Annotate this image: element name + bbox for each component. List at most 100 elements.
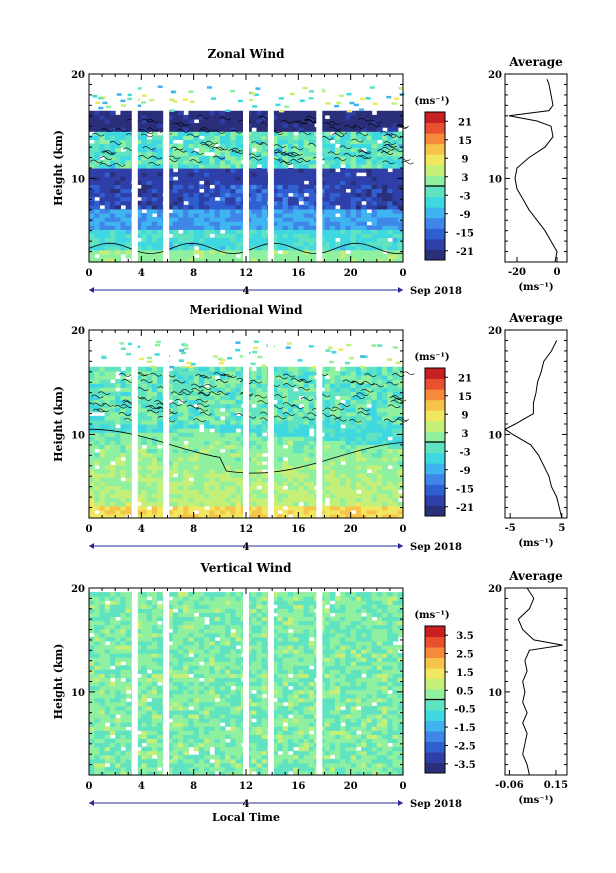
heatmap-cell xyxy=(256,118,263,124)
heatmap-cell xyxy=(219,411,226,417)
heatmap-cell xyxy=(141,403,148,409)
contour-line xyxy=(114,404,127,409)
heatmap-cell xyxy=(334,399,341,405)
heatmap-cell xyxy=(329,176,336,181)
heatmap-cell xyxy=(361,444,367,450)
heatmap-cell xyxy=(141,184,148,190)
heatmap-cell xyxy=(209,139,216,145)
heatmap-cell xyxy=(397,172,404,177)
heatmap-cell xyxy=(204,131,210,136)
heatmap-cell xyxy=(334,440,341,446)
heatmap-cell xyxy=(125,123,132,128)
heatmap-cell xyxy=(94,456,101,462)
heatmap-cell xyxy=(376,424,383,429)
heatmap-cell xyxy=(371,383,378,388)
heatmap-cell xyxy=(214,366,221,372)
heatmap-cell xyxy=(397,403,404,409)
heatmap-cell xyxy=(151,163,158,169)
heatmap-cell xyxy=(214,473,221,478)
heatmap-cell xyxy=(287,139,294,145)
heatmap-cell xyxy=(298,217,305,222)
heatmap-cell xyxy=(361,127,367,132)
heatmap-cell xyxy=(115,436,121,441)
heatmap-cell xyxy=(177,159,184,165)
heatmap-cell xyxy=(115,493,121,499)
heatmap-cell xyxy=(155,343,160,347)
heatmap-cell xyxy=(151,217,158,222)
heatmap-cell xyxy=(397,485,404,490)
heatmap-cell xyxy=(94,127,101,132)
heatmap-cell xyxy=(230,135,237,140)
heatmap-cell xyxy=(204,424,210,429)
heatmap-cell xyxy=(172,481,179,486)
heatmap-cell xyxy=(329,225,336,230)
heatmap-cell xyxy=(198,444,205,450)
heatmap-cell xyxy=(277,221,284,226)
heatmap-cell xyxy=(261,407,268,413)
heatmap-cell xyxy=(141,366,148,372)
heatmap-cell xyxy=(214,249,221,255)
heatmap-cell xyxy=(157,85,163,88)
heatmap-cell xyxy=(94,444,101,450)
heatmap-cell xyxy=(198,497,205,503)
heatmap-cell xyxy=(209,505,216,511)
heatmap-cell xyxy=(277,196,284,202)
heatmap-cell xyxy=(235,204,242,210)
heatmap-cell xyxy=(104,127,111,132)
heatmap-cell xyxy=(355,383,362,388)
heatmap-cell xyxy=(136,460,142,466)
heatmap-cell xyxy=(256,444,263,450)
heatmap-cell xyxy=(157,184,163,190)
heatmap-cell xyxy=(177,196,184,202)
heatmap-cell xyxy=(329,168,336,173)
contour-line xyxy=(178,391,192,395)
heatmap-cell xyxy=(355,147,362,153)
heatmap-cell xyxy=(376,151,383,157)
heatmap-cell xyxy=(151,383,158,388)
heatmap-cell xyxy=(146,229,153,234)
heatmap-cell xyxy=(361,143,367,149)
heatmap-cell xyxy=(146,497,153,503)
heatmap-cell xyxy=(198,440,205,446)
heatmap-cell xyxy=(172,225,179,230)
heatmap-cell xyxy=(225,127,231,132)
heatmap-cell xyxy=(219,135,226,140)
heatmap-cell xyxy=(235,473,242,478)
heatmap-cell xyxy=(214,513,221,519)
heatmap-cell xyxy=(125,118,132,124)
heatmap-cell xyxy=(177,509,184,515)
heatmap-cell xyxy=(151,489,158,495)
heatmap-cell xyxy=(277,168,284,173)
heatmap-cell xyxy=(198,204,205,210)
heatmap-cell xyxy=(303,395,310,401)
heatmap-cell xyxy=(293,192,299,198)
heatmap-cell xyxy=(355,391,362,396)
heatmap-cell xyxy=(235,135,242,140)
heatmap-cell xyxy=(136,123,142,128)
heatmap-cell xyxy=(136,411,142,417)
heatmap-cell xyxy=(157,172,163,177)
heatmap-cell xyxy=(99,172,106,177)
colorbar-swatch xyxy=(425,494,445,506)
heatmap-cell xyxy=(272,509,278,515)
heatmap-cell xyxy=(193,180,200,185)
heatmap-cell xyxy=(209,501,216,507)
heatmap-cell xyxy=(167,403,174,409)
heatmap-cell xyxy=(183,411,190,417)
heatmap-cell xyxy=(94,424,101,429)
heatmap-cell xyxy=(251,221,258,226)
heatmap-cell xyxy=(376,114,383,120)
heatmap-cell xyxy=(387,221,394,226)
heatmap-cell xyxy=(151,415,158,421)
heatmap-cell xyxy=(376,241,383,247)
heatmap-cell xyxy=(146,424,153,429)
heatmap-cell xyxy=(308,452,315,458)
heatmap-cell xyxy=(282,489,289,495)
heatmap-cell xyxy=(324,110,331,116)
heatmap-cell xyxy=(261,221,268,226)
heatmap-cell xyxy=(219,395,226,401)
heatmap-cell xyxy=(188,229,195,234)
heatmap-cell xyxy=(340,110,347,116)
heatmap-cell xyxy=(324,460,331,466)
heatmap-cell xyxy=(120,229,127,234)
